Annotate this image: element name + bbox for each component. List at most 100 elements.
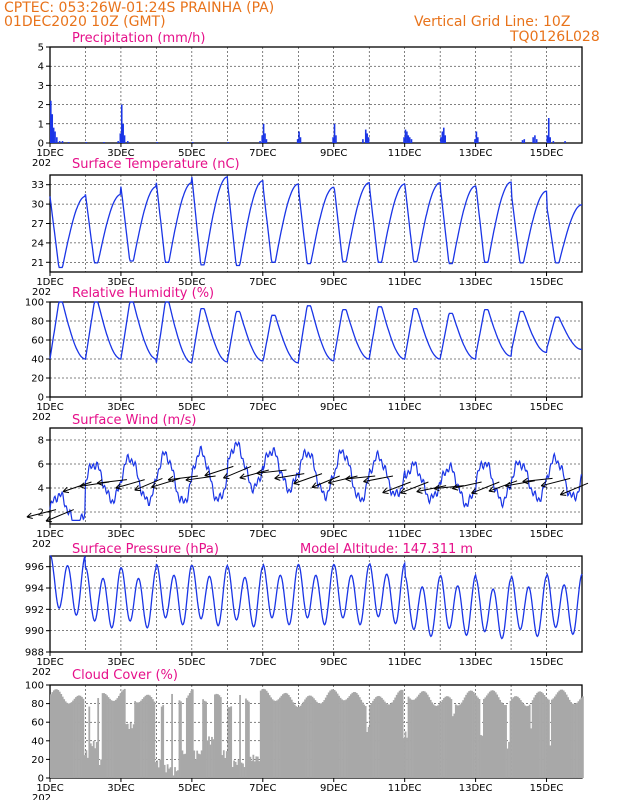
precip-bar bbox=[535, 139, 538, 143]
precip-bar bbox=[523, 139, 526, 143]
precip-bar bbox=[85, 142, 88, 143]
cloud-bar bbox=[419, 692, 422, 778]
cloud-bar bbox=[63, 699, 66, 778]
cloud-bar bbox=[67, 703, 70, 778]
wind-xtick-label: 15DEC bbox=[530, 529, 564, 540]
cloud-bar bbox=[382, 699, 385, 778]
precip-bar bbox=[264, 133, 266, 143]
cloud-bar bbox=[120, 691, 123, 778]
cloud-bar bbox=[314, 700, 317, 778]
cloud-bar bbox=[85, 750, 88, 778]
cloud-bar bbox=[64, 701, 67, 778]
wind-arrow-head bbox=[541, 485, 548, 488]
rh-year-fragment: 202 bbox=[32, 412, 51, 423]
wind-arrow-head bbox=[62, 491, 70, 494]
wind-arrow bbox=[115, 479, 145, 489]
cloud-bar bbox=[83, 755, 86, 778]
wind-arrow-head bbox=[115, 483, 121, 489]
wind-arrow-head bbox=[167, 475, 174, 481]
cloud-bar bbox=[177, 770, 179, 778]
precip-year-fragment: 202 bbox=[32, 158, 51, 169]
cloud-bar bbox=[123, 688, 126, 778]
cloud-bar bbox=[477, 697, 479, 778]
pressure-xtick-label: 9DEC bbox=[320, 657, 347, 668]
cloud-ytick-label: 80 bbox=[31, 699, 44, 710]
cloud-bar bbox=[570, 702, 572, 778]
cloud-bar bbox=[524, 705, 527, 778]
cloud-bar bbox=[519, 700, 522, 778]
wind-xtick-label: 9DEC bbox=[320, 529, 347, 540]
pressure-xtick-label: 13DEC bbox=[459, 657, 493, 668]
cloud-bar bbox=[231, 766, 234, 778]
cloud-bar bbox=[502, 704, 504, 778]
cloud-bar bbox=[318, 703, 321, 778]
cloud-bar bbox=[140, 700, 142, 778]
cloud-bar bbox=[366, 731, 369, 778]
cloud-bar bbox=[150, 697, 153, 778]
cloud-bar bbox=[194, 759, 197, 778]
cloud-bar bbox=[465, 694, 468, 778]
cloud-ytick-label: 20 bbox=[31, 755, 44, 766]
cloud-bar bbox=[509, 700, 512, 778]
cloud-bar bbox=[253, 761, 256, 778]
rh-xtick-label: 3DEC bbox=[107, 402, 134, 413]
wind-arrow-head bbox=[504, 481, 511, 487]
wind-arrow-head bbox=[452, 488, 459, 491]
cloud-bar bbox=[512, 697, 515, 778]
cloud-bar bbox=[116, 698, 119, 778]
wind-arrow-head bbox=[274, 477, 281, 481]
wind-year-fragment: 202 bbox=[32, 539, 51, 550]
cloud-bar bbox=[125, 724, 128, 778]
wind-arrow-head bbox=[560, 494, 567, 496]
cloud-bar bbox=[293, 704, 296, 778]
cloud-bar bbox=[335, 691, 337, 778]
rh-xtick-label: 7DEC bbox=[249, 402, 276, 413]
wind-arrow-head bbox=[433, 484, 440, 490]
precip-ytick-label: 4 bbox=[38, 62, 44, 73]
cloud-bar bbox=[432, 704, 435, 778]
wind-arrow bbox=[274, 473, 305, 479]
wind-xtick-label: 13DEC bbox=[459, 529, 493, 540]
cloud-bar bbox=[234, 761, 237, 778]
cloud-bar bbox=[147, 694, 150, 778]
precip-bar bbox=[262, 123, 265, 143]
cloud-bar bbox=[174, 767, 176, 778]
cloud-bar bbox=[426, 694, 429, 778]
precip-bar bbox=[120, 104, 123, 143]
cloud-xtick-label: 5DEC bbox=[178, 783, 205, 794]
cloud-bar bbox=[287, 695, 290, 778]
wind-arrow-head bbox=[204, 470, 210, 476]
cloud-bar bbox=[58, 691, 61, 778]
cloud-bar bbox=[188, 693, 191, 778]
wind-arrow bbox=[239, 469, 269, 479]
precip-bar bbox=[119, 133, 122, 143]
precip-bar bbox=[56, 137, 58, 143]
temp-xtick-label: 13DEC bbox=[459, 277, 493, 288]
cloud-bar bbox=[383, 701, 386, 778]
wind-arrow-head bbox=[96, 479, 103, 484]
cloud-bar bbox=[339, 697, 342, 778]
precip-bar bbox=[534, 135, 536, 143]
pressure-xtick-label: 1DEC bbox=[36, 657, 63, 668]
cloud-bar bbox=[561, 689, 564, 778]
cloud-bar bbox=[221, 755, 224, 778]
precip-bar bbox=[521, 140, 524, 143]
cloud-bar bbox=[336, 693, 339, 778]
cloud-bar bbox=[279, 697, 281, 778]
cloud-bar bbox=[51, 692, 54, 778]
cloud-bar bbox=[81, 696, 83, 778]
cloud-bar bbox=[413, 699, 416, 778]
cloud-bar bbox=[160, 706, 163, 778]
cloud-bar bbox=[412, 699, 414, 778]
cloud-bar bbox=[550, 699, 553, 778]
cloud-bar bbox=[153, 701, 156, 778]
cloud-bar bbox=[197, 753, 200, 778]
cloud-bar bbox=[249, 756, 252, 778]
cloud-bar bbox=[157, 767, 160, 778]
rh-frame bbox=[49, 301, 583, 398]
cloud-bar bbox=[438, 703, 441, 778]
precip-bar bbox=[227, 142, 229, 143]
precip-bar bbox=[191, 142, 194, 143]
wind-arrow-head bbox=[26, 512, 32, 518]
cloud-bar bbox=[86, 757, 89, 778]
